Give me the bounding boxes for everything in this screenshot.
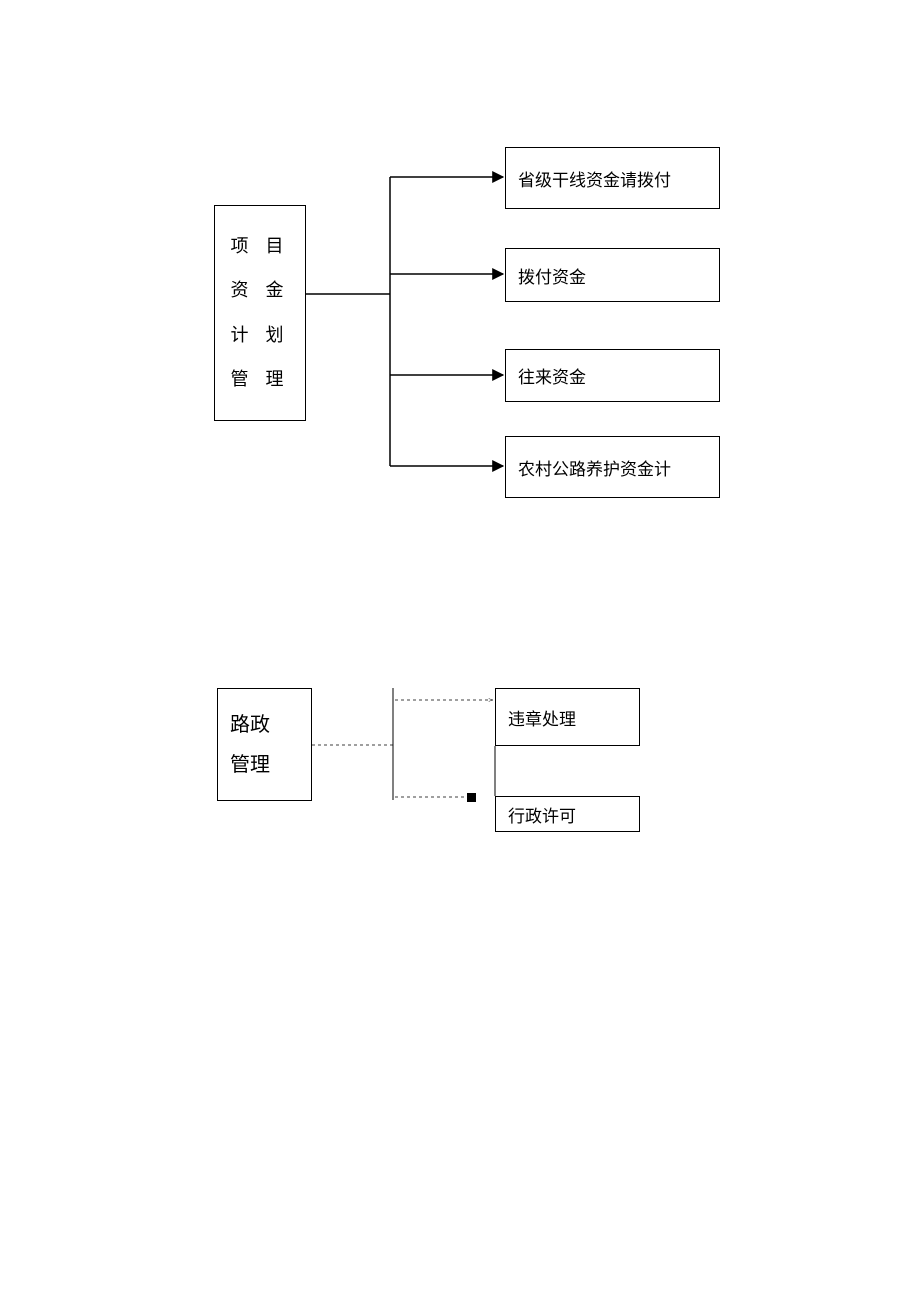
parent-line-2: 计 划 [230, 321, 289, 350]
diagram-canvas: 项 目 资 金 计 划 管 理 省级干线资金请拨付 拨付资金 往来资金 农村公路… [0, 0, 920, 1303]
child-node-violation-handling: 违章处理 [495, 688, 640, 746]
child-node-transaction-funds: 往来资金 [505, 349, 720, 402]
child-node-admin-license: 行政许可 [495, 796, 640, 832]
child-label: 农村公路养护资金计 [518, 455, 671, 480]
child-node-rural-road-funds: 农村公路养护资金计 [505, 436, 720, 498]
child-label: 违章处理 [508, 705, 576, 730]
parent-line-1: 资 金 [230, 276, 289, 305]
parent-node-project-fund-plan-management: 项 目 资 金 计 划 管 理 [214, 205, 306, 421]
child-node-provincial-funds: 省级干线资金请拨付 [505, 147, 720, 209]
parent-line-3: 管 理 [230, 365, 289, 394]
child-label: 拨付资金 [518, 263, 586, 288]
parent2-line-0: 路政 [230, 705, 270, 745]
parent-line-0: 项 目 [230, 232, 289, 261]
child-label: 行政许可 [508, 802, 576, 827]
child-label: 省级干线资金请拨付 [518, 166, 671, 191]
edges-layer [0, 0, 920, 1303]
child-label: 往来资金 [518, 363, 586, 388]
parent2-line-1: 管理 [230, 745, 270, 785]
square-marker-icon [467, 793, 476, 802]
diagram2-edges [312, 688, 495, 800]
parent-node-road-admin-management: 路政 管理 [217, 688, 312, 801]
child-node-allocate-funds: 拨付资金 [505, 248, 720, 302]
diagram1-edges [306, 177, 503, 466]
